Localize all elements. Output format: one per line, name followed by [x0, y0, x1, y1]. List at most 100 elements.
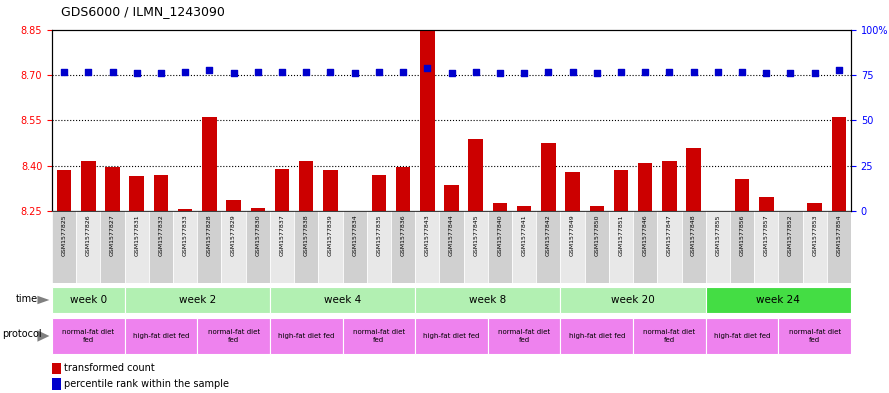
- Bar: [803, 211, 827, 283]
- Bar: [245, 211, 270, 283]
- Point: [589, 70, 604, 77]
- Text: GSM1577837: GSM1577837: [279, 215, 284, 256]
- Bar: [517, 206, 532, 211]
- Bar: [396, 167, 411, 211]
- Point: [783, 70, 797, 77]
- Text: percentile rank within the sample: percentile rank within the sample: [64, 379, 229, 389]
- Text: time: time: [16, 294, 37, 304]
- Text: high-fat diet fed: high-fat diet fed: [278, 333, 334, 339]
- Point: [420, 65, 435, 71]
- Point: [832, 67, 846, 73]
- Point: [493, 70, 507, 77]
- Text: GSM1577832: GSM1577832: [158, 215, 164, 256]
- Text: GSM1577836: GSM1577836: [401, 215, 405, 256]
- Point: [275, 68, 289, 75]
- Text: GSM1577854: GSM1577854: [837, 215, 841, 256]
- Text: normal-fat diet
fed: normal-fat diet fed: [644, 329, 695, 343]
- Bar: [76, 211, 100, 283]
- Point: [444, 70, 459, 77]
- Point: [686, 68, 701, 75]
- Polygon shape: [37, 296, 50, 304]
- Bar: [420, 24, 435, 211]
- Bar: [657, 211, 682, 283]
- Bar: [227, 200, 241, 211]
- Bar: [754, 211, 779, 283]
- Point: [614, 68, 629, 75]
- Point: [227, 70, 241, 77]
- Bar: [270, 318, 342, 354]
- Bar: [342, 318, 415, 354]
- Bar: [633, 211, 657, 283]
- Text: GSM1577853: GSM1577853: [813, 215, 817, 256]
- Bar: [124, 286, 270, 314]
- Point: [541, 68, 556, 75]
- Bar: [759, 197, 773, 211]
- Point: [348, 70, 362, 77]
- Text: GSM1577839: GSM1577839: [328, 215, 333, 256]
- Bar: [178, 209, 192, 211]
- Bar: [372, 175, 386, 211]
- Point: [662, 68, 677, 75]
- Bar: [100, 211, 124, 283]
- Bar: [275, 169, 289, 211]
- Text: high-fat diet fed: high-fat diet fed: [423, 333, 480, 339]
- Bar: [221, 211, 245, 283]
- Text: week 20: week 20: [612, 295, 655, 305]
- Bar: [638, 163, 653, 211]
- Text: GSM1577856: GSM1577856: [740, 215, 745, 256]
- Text: protocol: protocol: [3, 329, 42, 339]
- Bar: [779, 318, 851, 354]
- Bar: [251, 208, 265, 211]
- Bar: [807, 204, 822, 211]
- Bar: [488, 211, 512, 283]
- Point: [396, 68, 410, 75]
- Bar: [585, 211, 609, 283]
- Bar: [706, 286, 851, 314]
- Text: normal-fat diet
fed: normal-fat diet fed: [789, 329, 841, 343]
- Bar: [469, 139, 483, 211]
- Text: week 0: week 0: [69, 295, 107, 305]
- Text: GSM1577838: GSM1577838: [304, 215, 308, 256]
- Bar: [130, 176, 144, 211]
- Bar: [609, 211, 633, 283]
- Bar: [270, 286, 415, 314]
- Point: [57, 68, 71, 75]
- Point: [154, 70, 168, 77]
- Bar: [105, 167, 120, 211]
- Bar: [324, 170, 338, 211]
- Point: [710, 68, 725, 75]
- Bar: [318, 211, 342, 283]
- Bar: [57, 170, 71, 211]
- Bar: [202, 118, 217, 211]
- Bar: [197, 211, 221, 283]
- Bar: [294, 211, 318, 283]
- Text: normal-fat diet
fed: normal-fat diet fed: [207, 329, 260, 343]
- Polygon shape: [37, 330, 50, 342]
- Point: [324, 68, 338, 75]
- Text: GSM1577840: GSM1577840: [498, 215, 502, 256]
- Bar: [444, 185, 459, 211]
- Text: GSM1577826: GSM1577826: [86, 215, 91, 256]
- Text: normal-fat diet
fed: normal-fat diet fed: [353, 329, 404, 343]
- Bar: [512, 211, 536, 283]
- Bar: [439, 211, 463, 283]
- Bar: [154, 175, 168, 211]
- Text: GSM1577825: GSM1577825: [61, 215, 67, 256]
- Point: [203, 67, 217, 73]
- Text: high-fat diet fed: high-fat diet fed: [132, 333, 189, 339]
- Bar: [52, 318, 124, 354]
- Bar: [536, 211, 560, 283]
- Point: [106, 68, 120, 75]
- Text: normal-fat diet
fed: normal-fat diet fed: [62, 329, 115, 343]
- Text: GSM1577848: GSM1577848: [691, 215, 696, 256]
- Bar: [710, 211, 725, 223]
- Bar: [735, 179, 749, 211]
- Bar: [565, 172, 580, 211]
- Text: high-fat diet fed: high-fat diet fed: [569, 333, 625, 339]
- Bar: [52, 363, 60, 374]
- Text: GSM1577828: GSM1577828: [207, 215, 212, 256]
- Bar: [173, 211, 197, 283]
- Bar: [299, 161, 314, 211]
- Bar: [415, 286, 560, 314]
- Bar: [342, 211, 367, 283]
